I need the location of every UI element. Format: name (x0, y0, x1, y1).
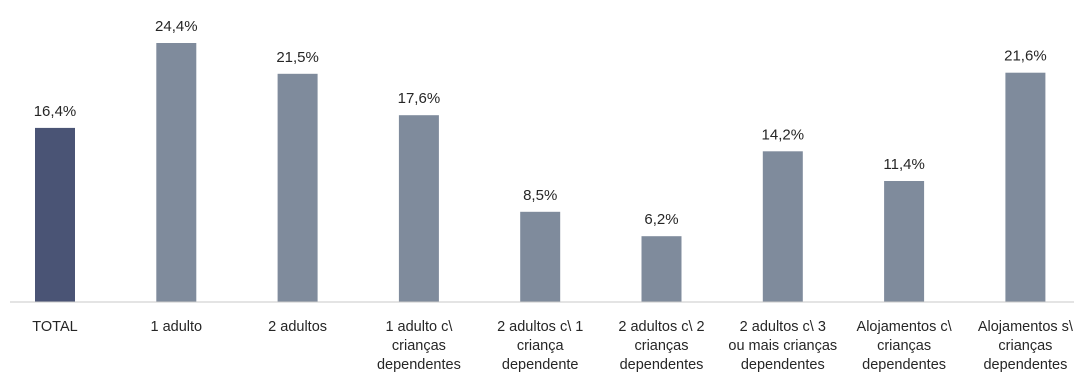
category-label-7: Alojamentos c\ crianças dependentes (857, 319, 953, 373)
category-label-1: 1 adulto (150, 319, 202, 335)
category-label-line: crianças (635, 338, 689, 354)
category-label-line: Alojamentos c\ (857, 319, 953, 335)
category-label-line: 2 adultos (268, 319, 327, 335)
category-label-6: 2 adultos c\ 3 ou mais crianças dependente… (728, 319, 837, 373)
category-label-line: dependentes (862, 357, 946, 373)
bar-3 (398, 115, 439, 302)
bar-8 (1005, 72, 1046, 302)
data-label-1: 24,4% (155, 18, 198, 35)
data-label-8: 21,6% (1004, 48, 1047, 65)
category-label-line: dependentes (741, 357, 825, 373)
category-label-line: Alojamentos s\ (978, 319, 1074, 335)
data-label-2: 21,5% (276, 49, 319, 66)
bar-6 (762, 151, 803, 302)
category-label-0: TOTAL (32, 319, 77, 335)
data-label-4: 8,5% (523, 187, 557, 204)
category-label-line: 1 adulto (150, 319, 202, 335)
bar-1 (156, 43, 197, 302)
data-label-5: 6,2% (644, 211, 678, 228)
category-label-line: 1 adulto c\ (385, 319, 453, 335)
category-label-line: dependentes (620, 357, 704, 373)
bar-2 (277, 73, 318, 302)
category-label-line: 2 adultos c\ 2 (618, 319, 704, 335)
category-label-line: criança (517, 338, 565, 354)
category-label-line: crianças (392, 338, 446, 354)
category-label-line: crianças (998, 338, 1052, 354)
category-label-line: ou mais crianças (728, 338, 837, 354)
category-label-2: 2 adultos (268, 319, 327, 335)
category-label-line: TOTAL (32, 319, 77, 335)
bar-7 (884, 181, 925, 302)
data-label-7: 11,4% (883, 156, 924, 173)
category-label-line: dependente (502, 357, 579, 373)
category-label-4: 2 adultos c\ 1 criança dependente (497, 319, 583, 373)
category-label-5: 2 adultos c\ 2 crianças dependentes (618, 319, 704, 373)
category-label-3: 1 adulto c\ crianças dependentes (377, 319, 461, 373)
category-label-line: dependentes (377, 357, 461, 373)
data-label-0: 16,4% (34, 103, 77, 120)
category-label-line: crianças (877, 338, 931, 354)
bar-5 (641, 236, 682, 302)
bars-layer (35, 43, 1046, 303)
value-labels-layer: 16,4% 24,4% 21,5% 17,6% 8,5% 6,2% 14,2% 11,4% 21… (34, 18, 1047, 228)
data-label-6: 14,2% (762, 126, 805, 143)
category-label-line: 2 adultos c\ 3 (740, 319, 826, 335)
bar-0 (35, 127, 75, 303)
category-label-line: dependentes (983, 357, 1067, 373)
category-label-8: Alojamentos s\ crianças dependentes (978, 319, 1074, 373)
bar-4 (520, 211, 561, 302)
category-labels-layer: TOTAL 1 adulto 2 adultos 1 adulto c\ criança… (32, 319, 1074, 373)
category-label-line: 2 adultos c\ 1 (497, 319, 583, 335)
data-label-3: 17,6% (398, 90, 441, 107)
